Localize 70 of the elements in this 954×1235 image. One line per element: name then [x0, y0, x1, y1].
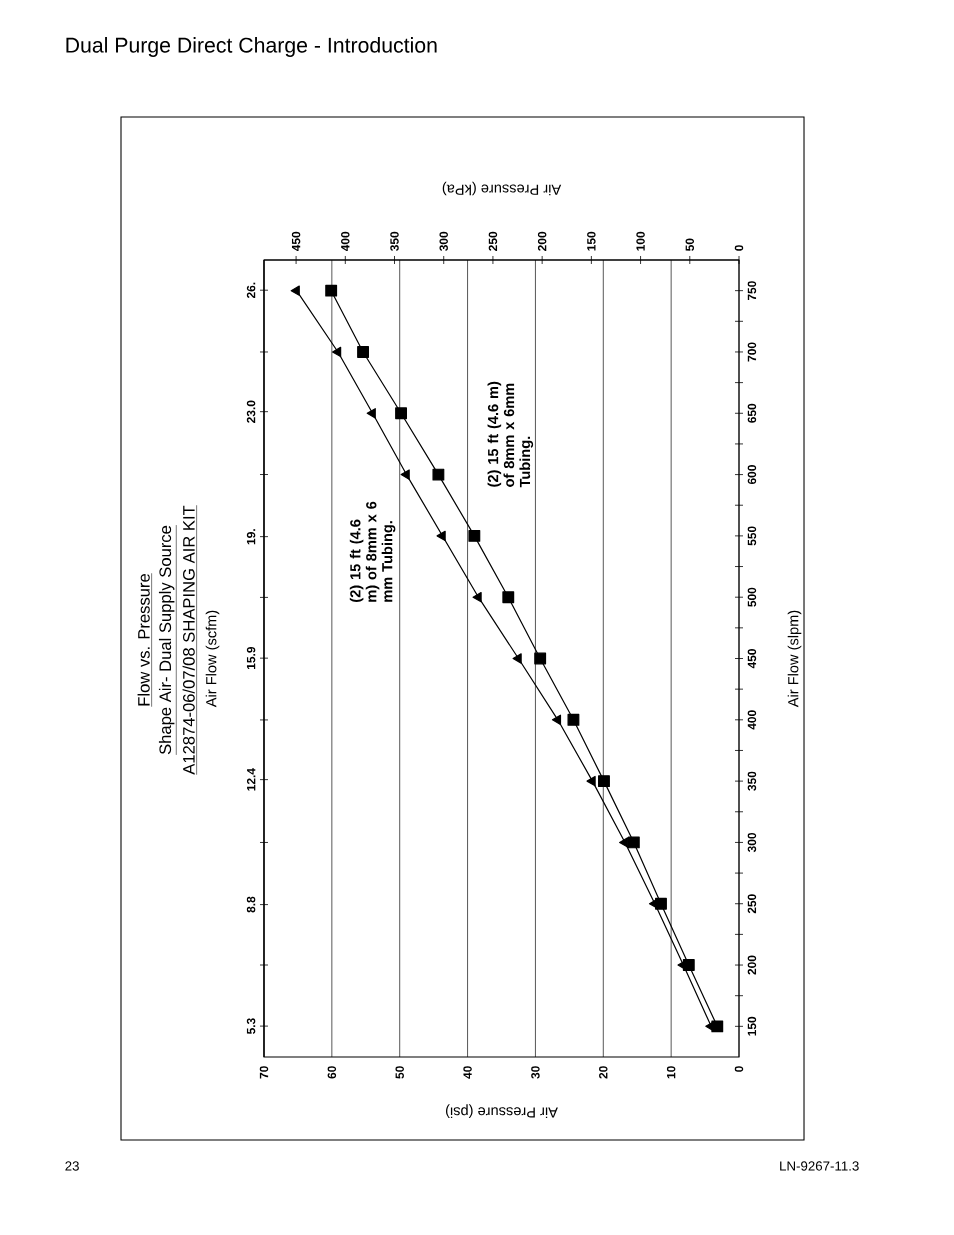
y2-tick-label: 19. [246, 529, 256, 545]
text: Dual Purge Direct Charge - Introduction [66, 37, 437, 57]
text: (2) 15 ft (4.6 m) of 8mm x 6mm Tubing. [487, 381, 534, 488]
point [472, 591, 482, 603]
y-tick-label: 400 [747, 710, 757, 730]
x-tick-label: 70 [259, 1066, 269, 1079]
y2-tick-label: 15.9 [246, 646, 256, 670]
y-tick-label: 450 [747, 649, 757, 669]
x2-tick-label: 300 [439, 231, 448, 252]
y2-tick-label: 8.8 [246, 896, 256, 913]
point [619, 837, 629, 848]
y2-axis-title: Air Flow (scfm) [205, 610, 220, 708]
point [332, 346, 342, 358]
point [502, 591, 515, 604]
x2-tick-label: 0 [734, 245, 744, 251]
x2-tick-label: 400 [341, 231, 350, 252]
x2-tick-label: 350 [390, 231, 399, 252]
y2-tick-label: 26. [246, 282, 256, 299]
x-tick-label: 50 [395, 1066, 404, 1079]
y-tick-label: 500 [747, 587, 757, 607]
y-tick-label: 250 [747, 894, 757, 914]
y-tick-label: 200 [747, 955, 757, 975]
point [290, 285, 300, 296]
y2-tick-label: 12.4 [246, 768, 256, 791]
x-axis-title: Air Pressure (psi) [446, 1104, 558, 1118]
x-tick-label: 60 [327, 1066, 337, 1079]
x2-tick-label: 200 [537, 231, 547, 251]
point [325, 284, 338, 297]
y2-tick-label: 23.0 [246, 400, 256, 423]
text: A12874-06/07/08 SHAPING AIR KIT [182, 505, 195, 775]
point [400, 469, 410, 480]
x2-tick-label: 250 [488, 231, 498, 251]
text: Shape Air- Dual Supply Source [158, 525, 175, 755]
x2-axis-title: Air Pressure (kPa) [442, 181, 562, 196]
x-tick-label: 10 [666, 1066, 676, 1079]
x-tick-label: 40 [463, 1066, 472, 1079]
point [357, 346, 369, 358]
point [468, 529, 481, 542]
point [551, 714, 562, 726]
text: LN-9267-11.3 [780, 1161, 859, 1171]
point [627, 836, 640, 849]
point [366, 408, 376, 419]
point [534, 652, 547, 665]
x2-tick-label: 50 [685, 238, 695, 251]
x-tick-label: 30 [531, 1066, 540, 1079]
x2-tick-label: 100 [636, 231, 645, 251]
x-tick-label: 0 [734, 1066, 744, 1072]
y-tick-label: 150 [747, 1016, 757, 1036]
y-axis-title: Air Flow (slpm) [787, 610, 802, 708]
y-tick-label: 750 [747, 281, 757, 301]
point [395, 407, 407, 420]
point [436, 530, 446, 542]
x-tick-label: 20 [599, 1066, 608, 1079]
y-tick-label: 650 [747, 403, 757, 423]
x2-tick-label: 150 [587, 231, 596, 251]
point [512, 653, 522, 664]
point [598, 775, 610, 788]
y-tick-label: 600 [747, 465, 757, 485]
point [567, 713, 580, 726]
y-tick-label: 700 [747, 342, 757, 362]
x2-tick-label: 450 [291, 231, 301, 252]
point [432, 468, 445, 481]
y2-tick-label: 5.3 [246, 1018, 256, 1035]
text: Flow vs. Pressure [137, 574, 150, 706]
text: (2) 15 ft (4.6 m) of 8mm x 6 mm Tubing. [349, 501, 396, 602]
text: 23 [65, 1161, 79, 1171]
y-tick-label: 550 [747, 526, 757, 546]
y-tick-label: 350 [747, 771, 757, 791]
point [586, 775, 596, 787]
y-tick-label: 300 [747, 832, 757, 853]
